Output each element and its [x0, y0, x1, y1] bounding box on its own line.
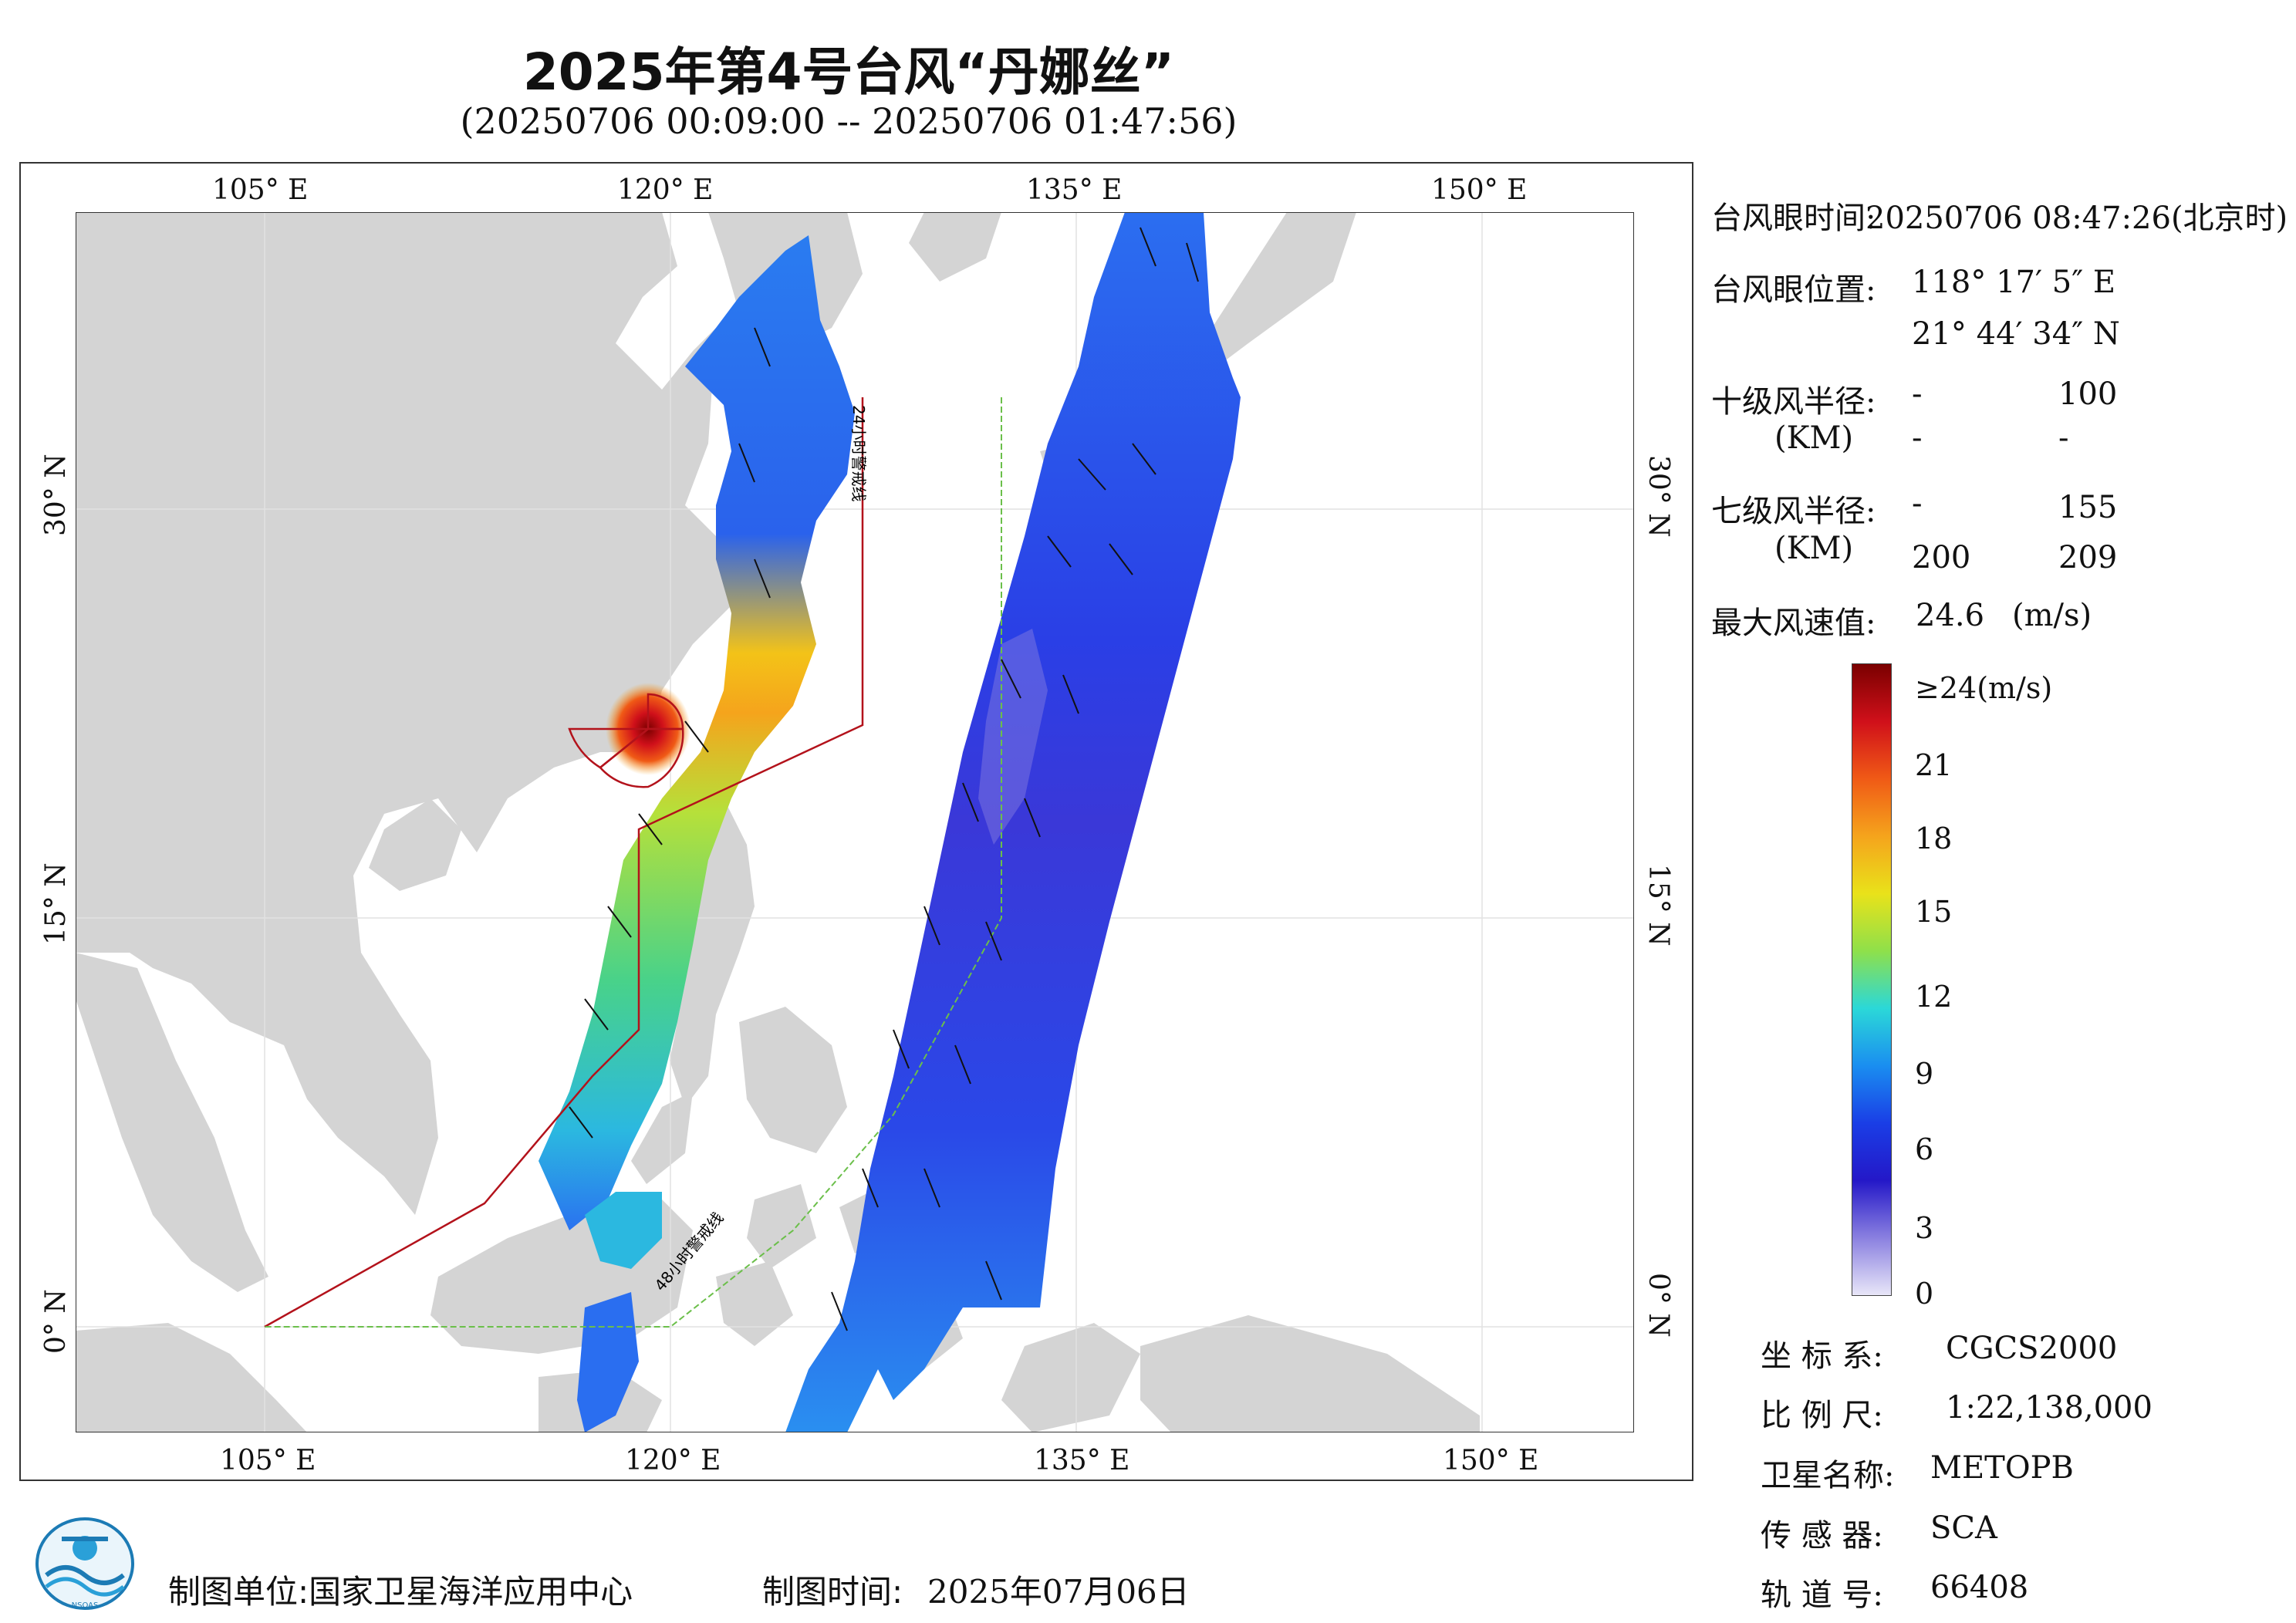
r10-value: - [1912, 376, 1923, 412]
lat-label-right: 0° N [1643, 1273, 1674, 1338]
r10-unit: (KM) [1774, 420, 1854, 456]
lon-label-top: 105° E [212, 174, 309, 206]
crs-value: CGCS2000 [1946, 1331, 2118, 1366]
max-wind-label: 最大风速值: [1711, 606, 1876, 641]
r7-unit: (KM) [1774, 531, 1854, 566]
eye-pos-label: 台风眼位置: [1711, 272, 1876, 308]
swath-west-patch [585, 1192, 662, 1269]
lon-label-top: 135° E [1026, 174, 1123, 206]
eye-lon: 118° 17′ 5″ E [1912, 265, 2116, 300]
r7-value: 209 [2058, 540, 2118, 575]
warning-line-48h [265, 397, 1002, 1328]
satellite-label: 卫星名称: [1761, 1458, 1895, 1493]
colorbar [1852, 663, 1892, 1296]
wind-barbs [569, 227, 1199, 1331]
r7-label: 七级风半径: [1711, 494, 1876, 529]
colorbar-label: 15 [1915, 895, 1953, 929]
lon-label-bottom: 120° E [625, 1445, 721, 1476]
scale-label: 比 例 尺: [1761, 1398, 1883, 1433]
lon-label-bottom: 105° E [220, 1445, 316, 1476]
lat-label-left: 30° N [40, 454, 72, 536]
colorbar-label: 21 [1915, 748, 1953, 782]
eye-time-label: 台风眼时间: [1711, 201, 1876, 236]
lon-label-top: 120° E [617, 174, 714, 206]
map-frame [19, 162, 1693, 1481]
lon-label-top: 150° E [1431, 174, 1528, 206]
colorbar-label: 12 [1915, 980, 1953, 1014]
swath-west [539, 235, 855, 1230]
r7-value: 200 [1912, 540, 1971, 575]
lat-label-right: 15° N [1643, 864, 1674, 946]
orbit-value: 66408 [1930, 1570, 2029, 1605]
lon-label-bottom: 150° E [1443, 1445, 1539, 1476]
r7-value: 155 [2058, 490, 2118, 525]
map-date-label: 制图时间: [762, 1573, 903, 1611]
sensor-label: 传 感 器: [1761, 1518, 1883, 1554]
swath-east [785, 212, 1241, 1432]
r10-value: - [2058, 420, 2069, 456]
colorbar-label: 6 [1915, 1132, 1934, 1166]
lat-label-left: 15° N [40, 862, 72, 945]
warning-line-24h [264, 397, 864, 1328]
orbit-label: 轨 道 号: [1761, 1577, 1883, 1613]
satellite-value: METOPB [1930, 1450, 2074, 1486]
max-wind-unit: (m/s) [2012, 598, 2092, 633]
colorbar-label: 9 [1915, 1057, 1934, 1091]
map-title: 2025年第4号台风“丹娜丝” [522, 42, 1175, 102]
max-wind-value: 24.6 [1916, 598, 1985, 633]
swath-east-calm [978, 629, 1048, 845]
crs-label: 坐 标 系: [1761, 1338, 1883, 1374]
map-subtitle: (20250706 00:09:00 -- 20250706 01:47:56) [460, 100, 1237, 142]
wind-radius-sectors [568, 693, 684, 788]
lon-label-bottom: 135° E [1034, 1445, 1130, 1476]
lat-label-right: 30° N [1643, 455, 1674, 538]
wind-field-map: 24小时警戒线 48小时警戒线 [76, 212, 1634, 1432]
eye-time-value: 20250706 08:47:26(北京时) [1866, 201, 2288, 236]
map-date-value: 2025年07月06日 [927, 1573, 1190, 1611]
nsoas-logo-icon: NSOAS [35, 1517, 134, 1610]
warning-line-24h-label: 24小时警戒线 [849, 405, 868, 501]
colorbar-label: 3 [1915, 1211, 1934, 1245]
scale-value: 1:22,138,000 [1946, 1390, 2152, 1426]
r10-value: 100 [2058, 376, 2118, 412]
colorbar-label: 18 [1915, 822, 1953, 855]
sensor-value: SCA [1930, 1510, 1997, 1546]
r10-value: - [1912, 420, 1923, 456]
producer-label: 制图单位:国家卫星海洋应用中心 [168, 1573, 633, 1611]
lat-label-left: 0° N [40, 1289, 72, 1354]
colorbar-label: 0 [1915, 1277, 1934, 1311]
colorbar-label: ≥24(m/s) [1915, 671, 2053, 705]
eye-lat: 21° 44′ 34″ N [1912, 316, 2120, 352]
svg-text:NSOAS: NSOAS [72, 1601, 99, 1610]
r10-label: 十级风半径: [1711, 384, 1876, 420]
r7-value: - [1912, 486, 1923, 521]
